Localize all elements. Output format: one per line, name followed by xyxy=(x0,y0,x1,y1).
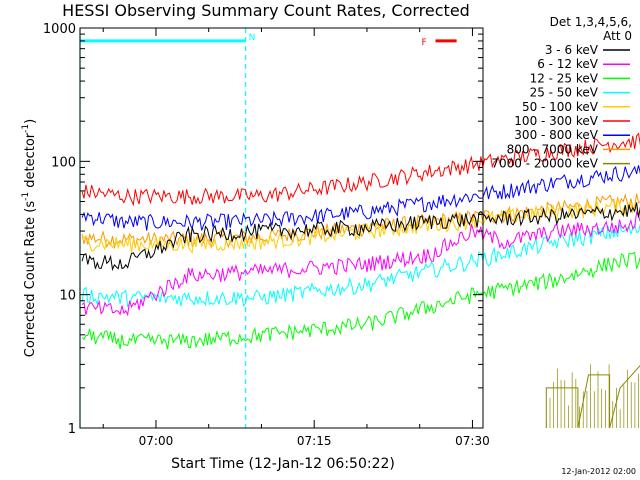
legend-header-line1: Det 1,3,4,5,6, xyxy=(550,15,632,29)
x-tick-label-0: 07:00 xyxy=(139,434,174,448)
series-line-3 xyxy=(81,223,640,308)
legend-label-5: 100 - 300 keV xyxy=(514,114,598,128)
series-line-8 xyxy=(545,364,640,429)
y-tick-label-3: 1000 xyxy=(43,22,76,37)
x-axis-label: Start Time (12-Jan-12 06:50:22) xyxy=(171,456,395,472)
legend-label-1: 6 - 12 keV xyxy=(537,57,599,71)
x-tick-label-2: 07:30 xyxy=(455,434,490,448)
y-axis-label-main: Corrected Count Rate (s xyxy=(23,201,38,358)
y-tick-label-1: 10 xyxy=(59,289,76,304)
legend-header-line2: Att 0 xyxy=(603,29,632,43)
chart-title: HESSI Observing Summary Count Rates, Cor… xyxy=(62,1,470,20)
series-line-6 xyxy=(81,165,640,231)
series-line-0 xyxy=(81,202,640,272)
legend-label-3: 25 - 50 keV xyxy=(530,86,599,100)
x-axis: 07:00 07:15 07:30 xyxy=(102,28,490,448)
plot-frame xyxy=(79,27,484,429)
y-axis-label-sup2: -1 xyxy=(21,124,31,133)
y-tick-label-2: 100 xyxy=(51,155,76,170)
legend-label-4: 50 - 100 keV xyxy=(522,100,599,114)
y-axis-label-mid: detector xyxy=(23,132,38,192)
legend-label-0: 3 - 6 keV xyxy=(545,43,599,57)
series-line-2 xyxy=(81,251,640,350)
y-axis-label: Corrected Count Rate (s-1 detector-1) xyxy=(21,119,38,357)
x-tick-label-1: 07:15 xyxy=(297,434,332,448)
y-axis: 1 10 100 1000 xyxy=(43,22,483,437)
legend-label-8: 7000 - 20000 keV xyxy=(491,157,598,171)
y-tick-label-0: 1 xyxy=(68,422,76,437)
legend-label-2: 12 - 25 keV xyxy=(530,71,599,85)
legend-label-7: 800 - 7000 keV xyxy=(507,142,599,156)
footer-date: 12-Jan-2012 02:00 xyxy=(561,467,636,476)
series-line-5 xyxy=(81,132,640,207)
series-line-1 xyxy=(81,210,640,317)
legend-label-6: 300 - 800 keV xyxy=(514,128,598,142)
event-label-N: N xyxy=(249,33,256,43)
event-label-F: F xyxy=(422,38,427,48)
y-axis-label-sup1: -1 xyxy=(21,192,31,201)
y-axis-label-end: ) xyxy=(23,119,38,124)
